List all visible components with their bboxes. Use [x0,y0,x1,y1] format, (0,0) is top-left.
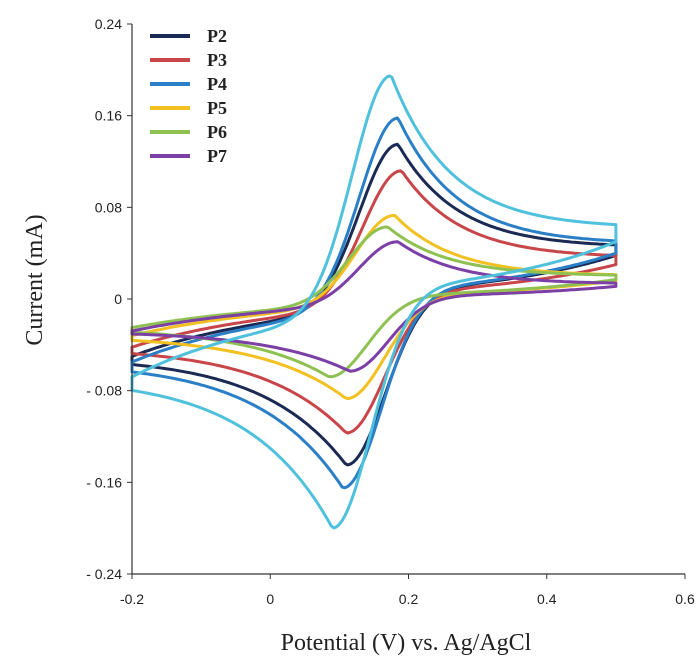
series-line-p3 [130,169,618,435]
x-tick-label: -0.2 [120,591,144,607]
legend-label: P4 [207,74,227,94]
x-axis-title: Potential (V) vs. Ag/AgCl [281,630,532,656]
ticks-layer: 0.24 0.16 0.08 0 - 0.08 - 0.16 - 0.24 -0.2 0 0.2 0… [86,16,695,607]
legend-label: P7 [207,146,227,166]
legend-label: P2 [207,26,227,46]
series-line-unlabeled [130,74,618,530]
y-tick-label: - 0.08 [86,383,122,399]
series-line-p5 [130,213,618,401]
y-tick-label: 0.08 [95,199,122,215]
curves-layer [130,74,618,530]
y-tick-label: 0.16 [95,108,122,124]
x-tick-label: 0 [266,591,274,607]
x-tick-label: 0.6 [675,591,695,607]
y-tick-label: 0 [114,291,122,307]
y-tick-label: - 0.24 [86,566,122,582]
y-axis-title: Current (mA) [22,214,48,345]
series-line-p7 [130,240,618,373]
y-tick-label: 0.24 [95,16,122,32]
legend-label: P5 [207,98,227,118]
legend-label: P6 [207,122,227,142]
legend: P2 P3 P4 P5 P6 P7 [150,26,227,166]
x-tick-label: 0.2 [399,591,419,607]
y-tick-label: - 0.16 [86,474,122,490]
series-line-p6 [130,225,618,379]
legend-label: P3 [207,50,227,70]
x-tick-label: 0.4 [537,591,557,607]
